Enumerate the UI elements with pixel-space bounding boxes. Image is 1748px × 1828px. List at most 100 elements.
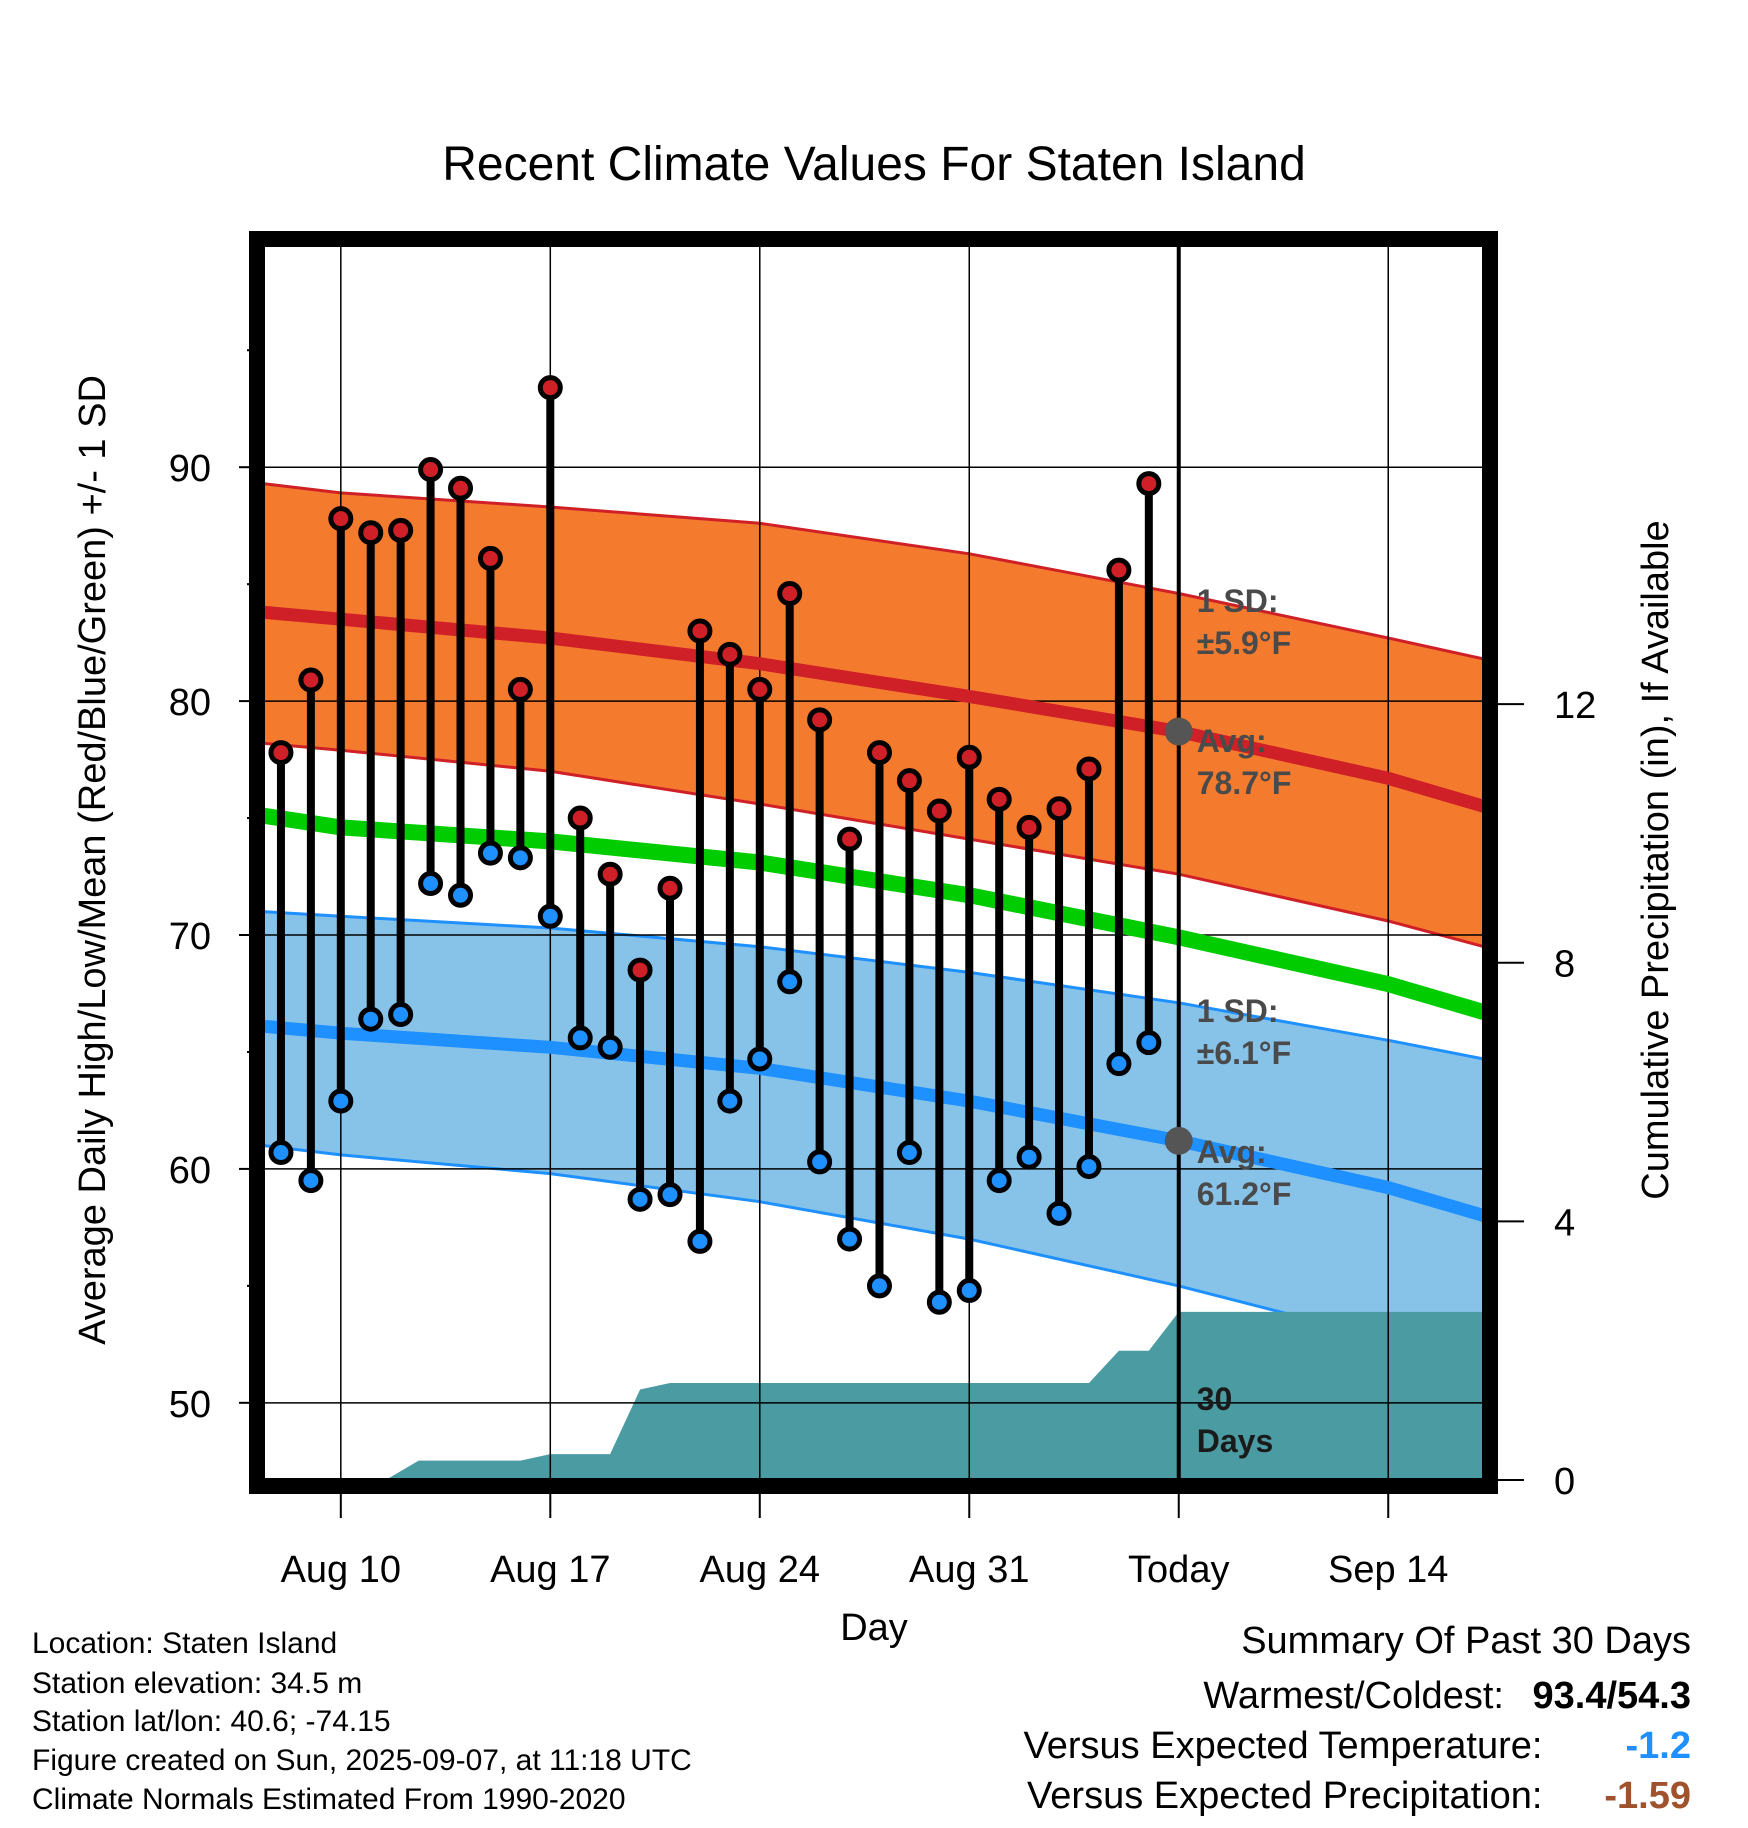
summary-title: Summary Of Past 30 Days [1241, 1620, 1691, 1662]
x-tick-label-2: Aug 24 [700, 1549, 820, 1591]
x-tick-label-5: Sep 14 [1328, 1549, 1448, 1591]
plot-content: 1 SD: ±5.9°F Avg: 78.7°F 1 SD: ±6.1°F Avg: 61.2… [263, 245, 1484, 1480]
low-point-5 [418, 871, 444, 897]
normal-low-line [263, 1019, 1484, 1222]
summary-precip-label: Versus Expected Precipitation: [1027, 1775, 1543, 1817]
low-point-27 [1076, 1154, 1102, 1180]
high-sd-band-upper-edge [263, 482, 1484, 661]
annotation-high-sd-line-1: ±5.9°F [1197, 625, 1291, 661]
low-point-10 [567, 1025, 593, 1051]
plot-frame [249, 231, 1498, 1494]
high-point-28 [1106, 557, 1132, 583]
high-point-17 [777, 581, 803, 607]
y-tick-label-3: 80 [169, 682, 211, 724]
precip-area [263, 1311, 1484, 1480]
high-point-18 [807, 707, 833, 733]
high-point-25 [1016, 814, 1042, 840]
high-point-15 [717, 641, 743, 667]
high-point-11 [597, 861, 623, 887]
y-tick-label-1: 60 [169, 1150, 211, 1192]
low-point-0 [268, 1140, 294, 1166]
high-point-4 [388, 517, 414, 543]
low-point-19 [837, 1226, 863, 1252]
y-tick-label-2: 70 [169, 916, 211, 958]
summary-temp-label: Versus Expected Temperature: [1023, 1725, 1543, 1767]
low-point-3 [358, 1006, 384, 1032]
today-low-avg-marker [1164, 1126, 1193, 1155]
summary-warmest-label: Warmest/Coldest: [1203, 1675, 1504, 1717]
low-point-16 [747, 1046, 773, 1072]
y-tick-label-0: 50 [169, 1384, 211, 1426]
low-point-4 [388, 1002, 414, 1028]
high-point-6 [448, 475, 474, 501]
x-tick-label-3: Aug 31 [909, 1549, 1029, 1591]
low-point-21 [896, 1140, 922, 1166]
normals-bands [263, 482, 1484, 1370]
low-point-12 [627, 1186, 653, 1212]
low-point-26 [1046, 1200, 1072, 1226]
x-tick-label-4: Today [1128, 1549, 1229, 1591]
high-point-2 [328, 506, 354, 532]
today-high-avg-marker [1164, 717, 1193, 746]
high-point-10 [567, 805, 593, 831]
low-point-23 [956, 1278, 982, 1304]
y2-tick-label-2: 8 [1554, 944, 1575, 986]
high-point-0 [268, 740, 294, 766]
high-point-26 [1046, 796, 1072, 822]
annotation-low-sd-line-0: 1 SD: [1197, 993, 1279, 1029]
info-latlon: Station lat/lon: 40.6; -74.15 [32, 1705, 391, 1738]
low-point-29 [1136, 1030, 1162, 1056]
low-point-17 [777, 969, 803, 995]
low-sd-band-upper-edge [263, 910, 1484, 1061]
annotation-high-avg-line-0: Avg: [1197, 723, 1267, 759]
high-point-3 [358, 520, 384, 546]
high-point-8 [507, 676, 533, 702]
high-point-13 [657, 875, 683, 901]
y2-tick-label-0: 0 [1554, 1461, 1575, 1503]
plot-area: 1 SD: ±5.9°F Avg: 78.7°F 1 SD: ±6.1°F Avg: 61.2… [169, 231, 1596, 1591]
high-sd-band-lower-edge [263, 741, 1484, 949]
info-created: Figure created on Sun, 2025-09-07, at 11… [32, 1744, 692, 1777]
y2-axis-label: Cumulative Precipitation (in), If Availa… [1635, 520, 1677, 1199]
annotation-low-avg-line-0: Avg: [1197, 1134, 1267, 1170]
normal-high-line [263, 605, 1484, 813]
high-point-19 [837, 826, 863, 852]
summary-warmest-value: 93.4/54.3 [1532, 1675, 1691, 1717]
chart-title: Recent Climate Values For Staten Island [442, 138, 1306, 191]
low-point-9 [537, 903, 563, 929]
high-point-14 [687, 618, 713, 644]
low-point-11 [597, 1034, 623, 1060]
low-point-20 [866, 1273, 892, 1299]
summary-temp: Versus Expected Temperature: -1.2 [1024, 1725, 1691, 1768]
high-point-24 [986, 786, 1012, 812]
y-tick-label-4: 90 [169, 448, 211, 490]
high-point-1 [298, 667, 324, 693]
low-point-1 [298, 1168, 324, 1194]
summary-precip-value: -1.59 [1604, 1775, 1691, 1817]
y2-tick-label-3: 12 [1554, 685, 1596, 727]
high-point-16 [747, 676, 773, 702]
annotation-precip-window-line-0: 30 [1197, 1381, 1233, 1417]
low-point-2 [328, 1088, 354, 1114]
low-point-18 [807, 1149, 833, 1175]
info-elevation: Station elevation: 34.5 m [32, 1667, 363, 1700]
low-point-25 [1016, 1144, 1042, 1170]
low-point-14 [687, 1228, 713, 1254]
info-location: Location: Staten Island [32, 1627, 338, 1660]
high-point-22 [926, 798, 952, 824]
annotation-high-sd-line-0: 1 SD: [1197, 583, 1279, 619]
low-point-15 [717, 1088, 743, 1114]
high-point-12 [627, 957, 653, 983]
low-point-13 [657, 1182, 683, 1208]
annotation-high-avg-line-1: 78.7°F [1197, 765, 1292, 801]
high-point-9 [537, 375, 563, 401]
high-point-23 [956, 744, 982, 770]
low-point-28 [1106, 1051, 1132, 1077]
high-point-5 [418, 457, 444, 483]
summary-temp-value: -1.2 [1625, 1725, 1691, 1767]
info-normals: Climate Normals Estimated From 1990-2020 [32, 1783, 626, 1816]
annotation-low-sd-line-1: ±6.1°F [1197, 1035, 1291, 1071]
low-point-7 [477, 840, 503, 866]
x-axis-label: Day [840, 1607, 908, 1649]
